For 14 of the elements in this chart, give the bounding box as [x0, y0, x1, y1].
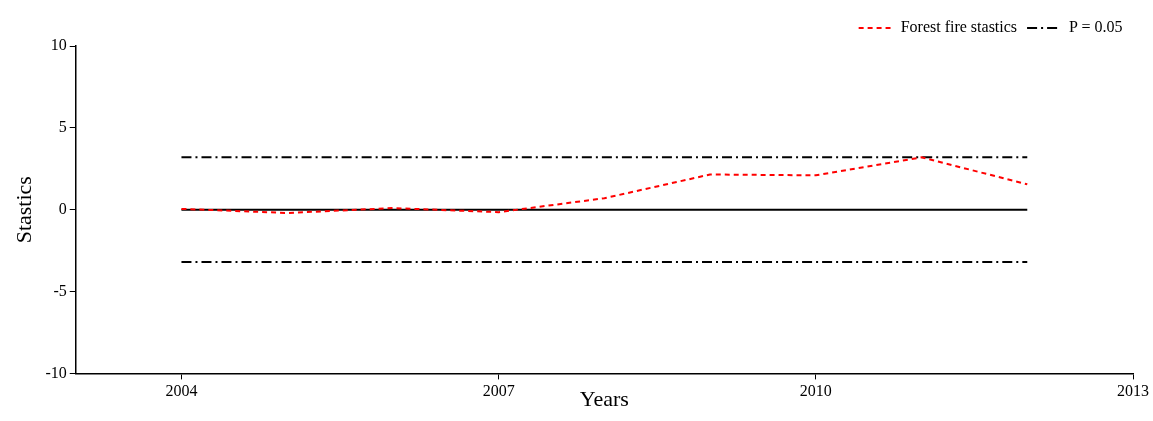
- x-tick-label: 2013: [1117, 382, 1149, 400]
- legend-label: P = 0.05: [1069, 18, 1123, 36]
- x-tick-label: 2010: [799, 382, 832, 400]
- y-axis-title: Stastics: [10, 176, 36, 244]
- x-axis-title: Years: [579, 385, 629, 411]
- y-tick-label: 5: [58, 118, 67, 136]
- x-tick-label: 2007: [482, 382, 515, 400]
- y-tick-label: 0: [58, 199, 67, 217]
- y-tick-label: -10: [45, 363, 67, 381]
- y-tick-label: -5: [53, 281, 67, 299]
- x-tick-label: 2004: [165, 382, 198, 400]
- y-tick-label: 10: [50, 36, 67, 54]
- legend-label: Forest fire stastics: [900, 18, 1018, 36]
- line-series: [180, 156, 1029, 214]
